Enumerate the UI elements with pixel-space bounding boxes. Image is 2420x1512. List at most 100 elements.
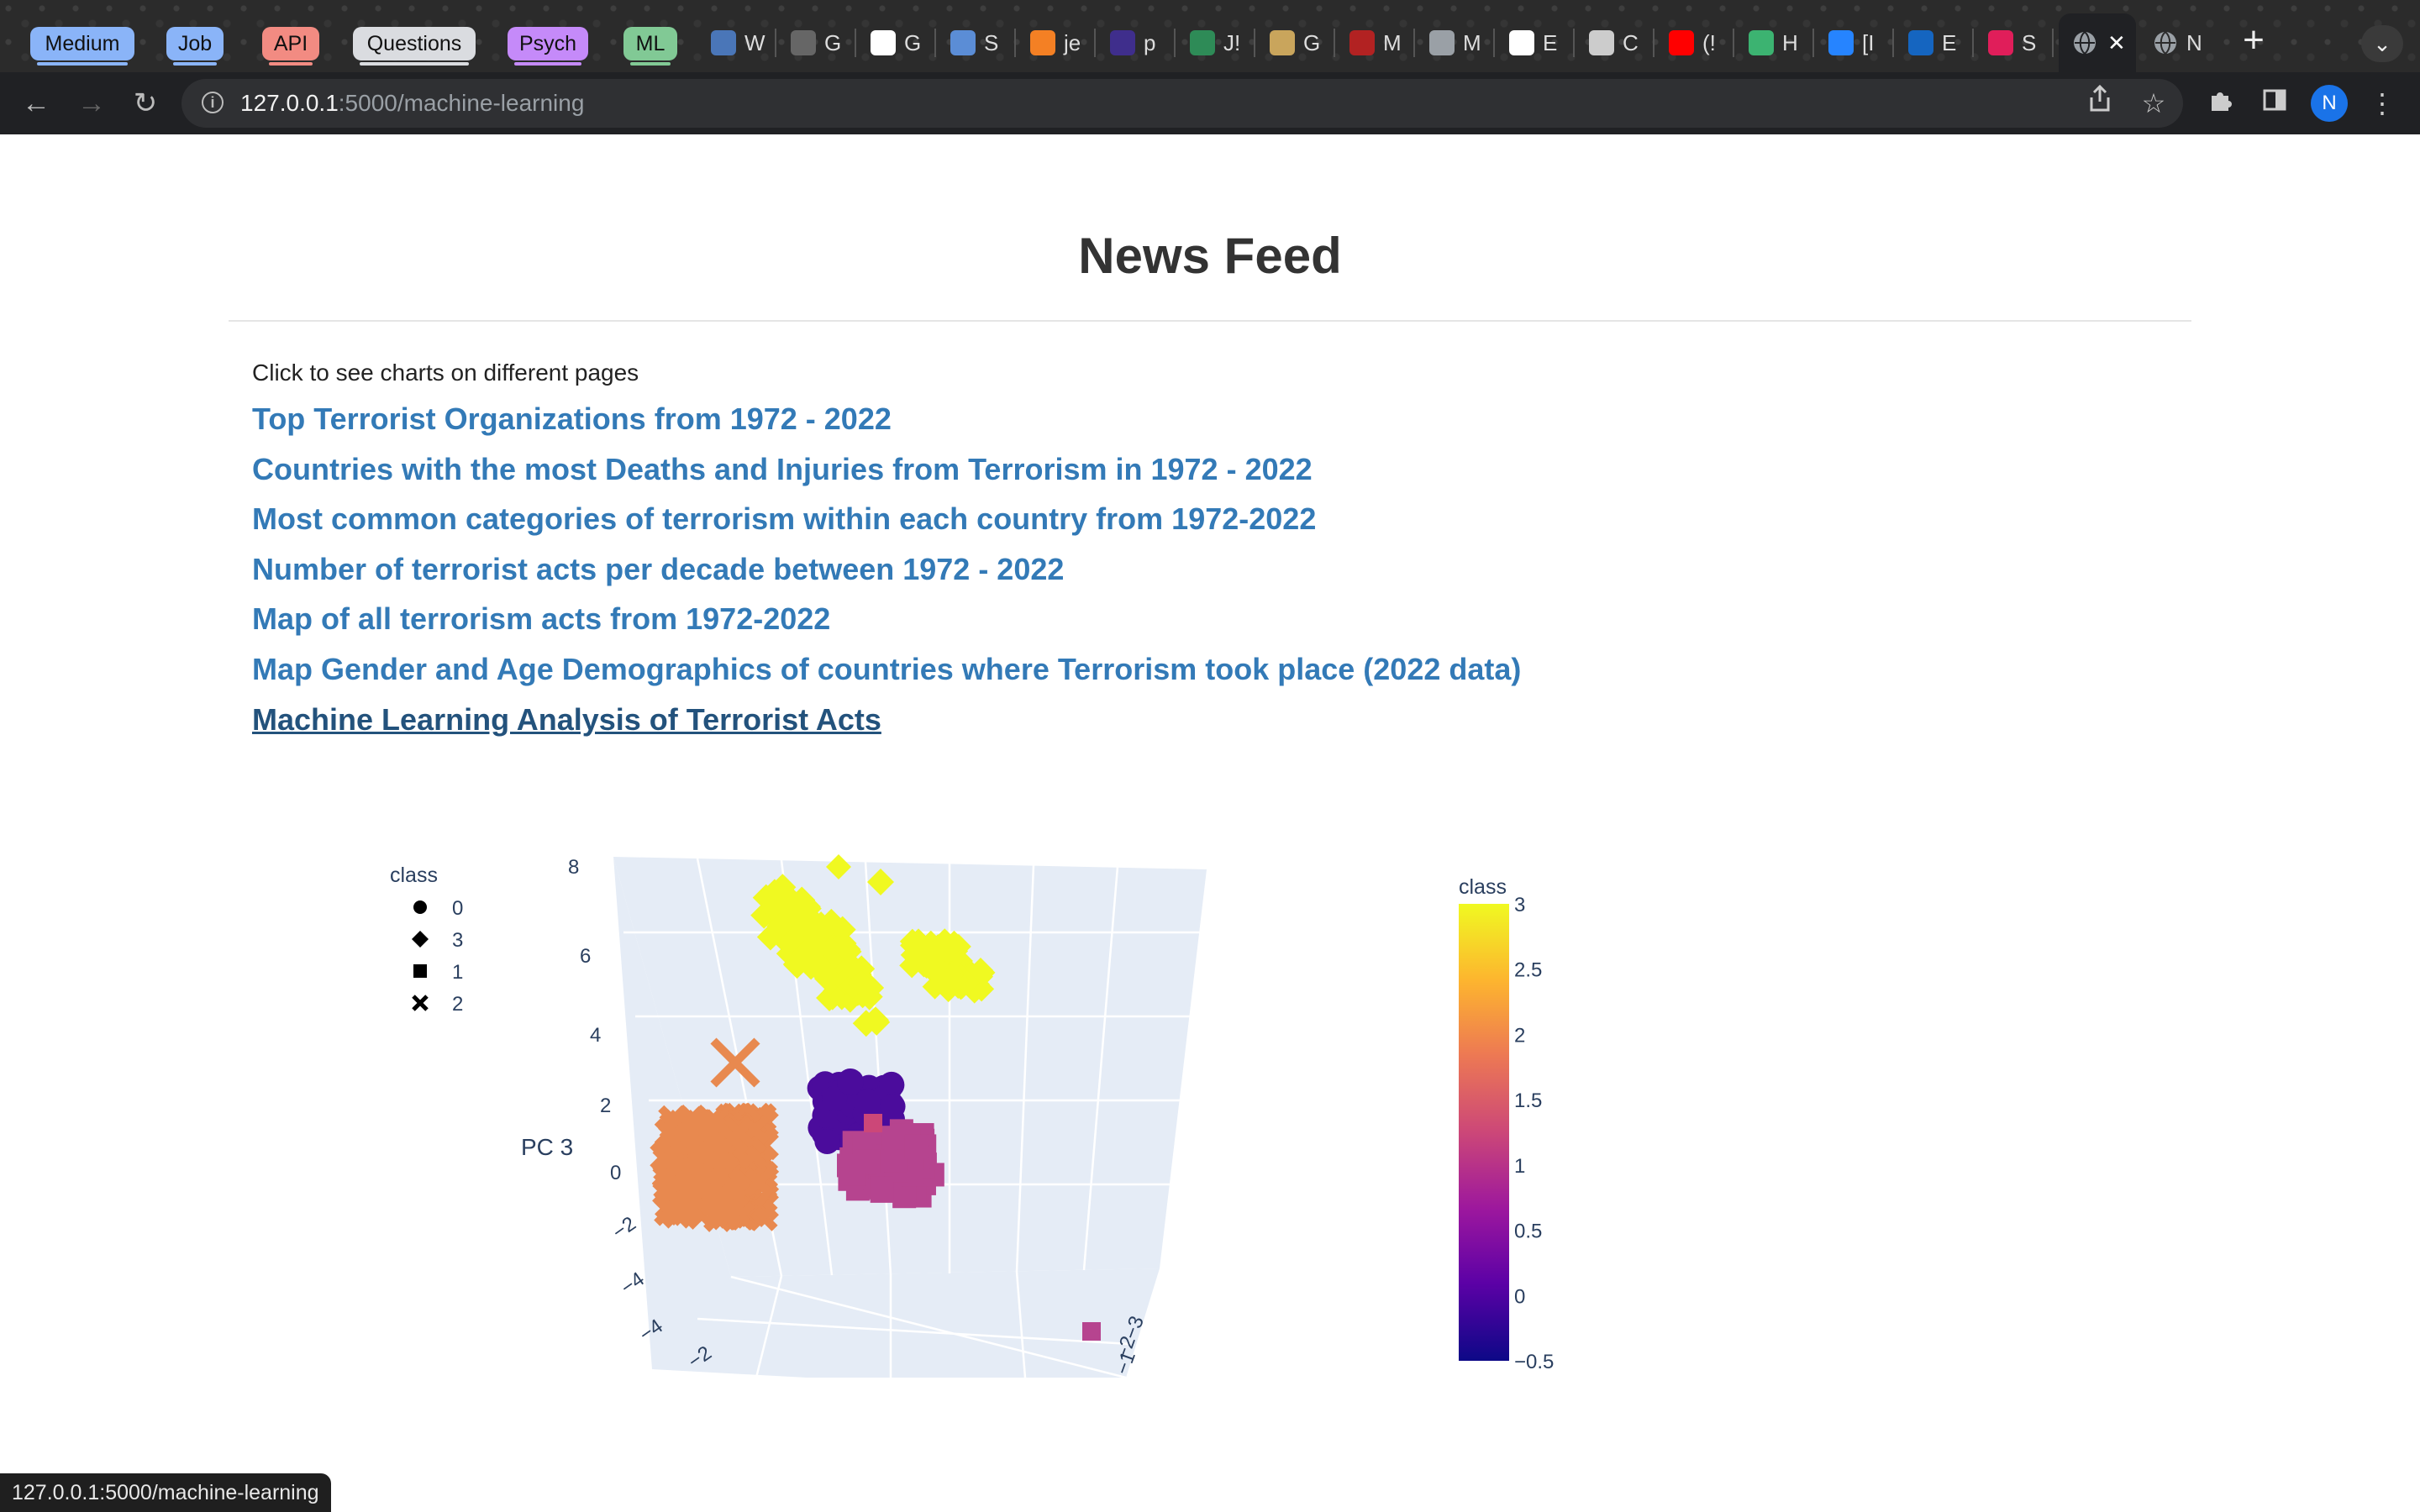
tab-group-api[interactable]: API [262,27,319,66]
circle-marker[interactable] [837,1068,864,1095]
browser-tab[interactable]: M [1338,13,1415,72]
browser-tab[interactable]: p [1098,13,1176,72]
square-marker[interactable] [864,1114,882,1132]
cluster-class-3[interactable] [750,854,996,1037]
reload-icon[interactable]: ↻ [133,87,158,119]
square-marker[interactable] [856,1149,881,1173]
class-legend[interactable]: class 0 3 1 2 [390,864,463,1016]
diamond-marker[interactable] [861,1006,889,1034]
diamond-marker[interactable] [900,942,926,968]
browser-tab[interactable]: E [1897,13,1974,72]
tab-group-job[interactable]: Job [166,27,224,66]
diamond-marker[interactable] [809,958,837,986]
bookmark-star-icon[interactable]: ☆ [2141,88,2166,118]
x-marker[interactable] [744,1168,774,1198]
diamond-marker[interactable] [802,917,829,945]
tab-label: E [1942,29,1957,55]
cluster-class-1[interactable] [837,1114,1101,1341]
diamond-marker[interactable] [867,869,894,895]
square-marker[interactable] [883,1148,908,1173]
tab-group-questions[interactable]: Questions [353,27,476,66]
tab-close-icon[interactable]: ✕ [2107,29,2126,55]
browser-tab[interactable]: E [1497,13,1575,72]
diamond-marker[interactable] [834,936,861,963]
browser-tab[interactable]: W [699,13,776,72]
browser-tab[interactable]: je [1018,13,1096,72]
legend-item[interactable]: 1 [413,961,463,984]
browser-tab[interactable]: J! [1178,13,1255,72]
diamond-marker[interactable] [826,854,851,879]
colorbar-tick-label: 1.5 [1514,1089,1542,1112]
tab-group-medium[interactable]: Medium [30,27,134,66]
circle-marker[interactable] [814,1129,840,1155]
diamond-marker[interactable] [802,933,830,961]
columns-icon [1589,30,1614,55]
browser-tab[interactable]: H [1737,13,1814,72]
cluster-class-2[interactable] [650,1037,780,1232]
x-symbol-icon [412,995,429,1011]
legend-item[interactable]: 3 [412,929,463,952]
browser-tab[interactable]: G [1258,13,1335,72]
address-bar[interactable]: 127.0.0.1:5000/machine-learning [182,79,2183,128]
jira-icon [1828,30,1854,55]
browser-tab[interactable]: G [779,13,856,72]
x-marker[interactable] [698,1177,729,1207]
x-marker[interactable] [716,1170,746,1200]
circle-marker[interactable] [855,1089,881,1115]
tab-search-icon[interactable]: ⌄ [2361,25,2403,62]
x-marker[interactable] [677,1107,708,1137]
tab-group-ml[interactable]: ML [623,27,677,66]
circle-marker[interactable] [880,1094,906,1120]
browser-tab[interactable]: [I [1817,13,1894,72]
x-marker[interactable] [685,1137,715,1167]
browser-tab[interactable]: S [939,13,1016,72]
z-tick-label: 0 [610,1162,621,1184]
tab-group-psych[interactable]: Psych [508,27,588,66]
forward-arrow-icon[interactable]: → [77,87,106,119]
chart-link[interactable]: Top Terrorist Organizations from 1972 - … [252,402,892,436]
square-marker[interactable] [870,1176,894,1200]
square-marker[interactable] [1082,1322,1101,1341]
browser-tab[interactable]: C [1577,13,1655,72]
browser-tab[interactable]: (! [1657,13,1734,72]
x-marker[interactable] [675,1179,705,1210]
tab-next[interactable]: N [2141,13,2218,72]
side-panel-icon[interactable] [2255,84,2294,123]
chart-link[interactable]: Map of all terrorism acts from 1972-2022 [252,601,831,637]
w-logo-icon [1749,30,1774,55]
browser-tab[interactable]: M [1418,13,1495,72]
chart-link[interactable]: Map Gender and Age Demographics of count… [252,651,1522,686]
x-marker[interactable] [709,1198,739,1228]
extensions-puzzle-icon[interactable] [2202,84,2240,123]
youtube-icon [1669,30,1694,55]
diamond-marker[interactable] [766,912,794,940]
diamond-marker[interactable] [847,969,875,997]
browser-tab[interactable]: S [1976,13,2054,72]
circle-marker[interactable] [822,1085,848,1111]
chart-link[interactable]: Machine Learning Analysis of Terrorist A… [252,701,881,737]
x-marker[interactable] [717,1124,748,1154]
back-arrow-icon[interactable]: ← [22,87,50,119]
diamond-marker[interactable] [934,968,960,994]
square-marker[interactable] [904,1134,929,1158]
share-icon[interactable] [2081,84,2119,123]
x-marker[interactable] [710,1037,760,1088]
new-tab-button[interactable]: + [2243,19,2265,60]
chart-link[interactable]: Most common categories of terrorism with… [252,501,1317,537]
chart-link[interactable]: Countries with the most Deaths and Injur… [252,451,1313,486]
site-info-icon[interactable]: i [202,92,224,113]
tab-label: M [1383,29,1402,55]
browser-tab[interactable]: G [859,13,936,72]
x-marker[interactable] [652,1147,682,1177]
chart-link[interactable]: Number of terrorist acts per decade betw… [252,551,1065,586]
legend-item[interactable]: 2 [412,993,463,1016]
kebab-menu-icon[interactable]: ⋮ [2369,88,2396,118]
diamond-marker[interactable] [970,959,996,985]
square-marker[interactable] [892,1184,917,1209]
diamond-marker[interactable] [776,891,804,919]
profile-avatar[interactable]: N [2311,85,2348,122]
active-tab[interactable]: ✕ [2059,13,2136,72]
legend-item[interactable]: 0 [413,897,463,920]
z-tick-label: 8 [568,856,579,879]
